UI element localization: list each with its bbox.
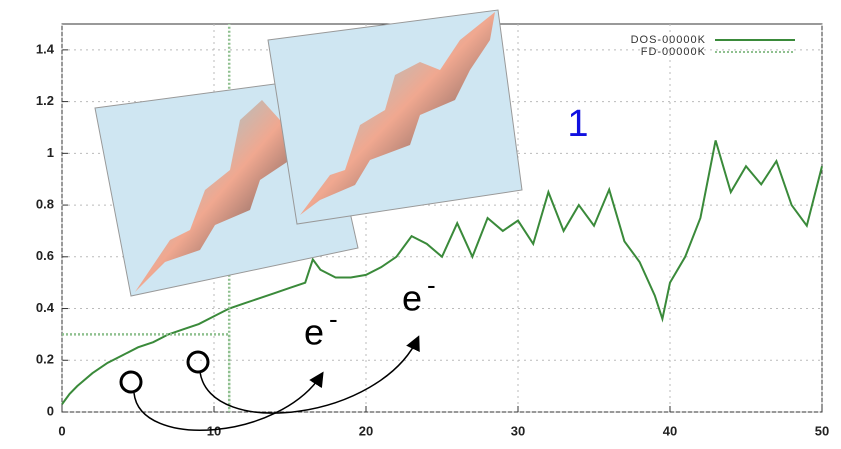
x-tick-label: 50 <box>815 423 829 438</box>
electron-circle <box>188 352 208 372</box>
x-tick-label: 10 <box>207 423 221 438</box>
annotation: e <box>402 278 422 319</box>
chart: 0 0.2 0.4 0.6 0.8 1 1.2 1.4 0 10 20 30 40 50 DOS-00000… <box>0 0 841 444</box>
legend-label: FD-00000K <box>641 46 706 58</box>
annotation: e <box>304 312 324 353</box>
x-tick-label: 40 <box>663 423 677 438</box>
electron-diagram <box>121 338 418 430</box>
y-tick-label: 1.4 <box>36 41 55 56</box>
y-tick-label: 0.8 <box>36 197 54 212</box>
annotation-sup: - <box>427 270 436 300</box>
y-tick-label: 0.2 <box>36 352 54 367</box>
x-tick-label: 20 <box>359 423 373 438</box>
inset-images <box>95 10 522 296</box>
y-tick-label: 1 <box>47 145 54 160</box>
y-tick-label: 0.6 <box>36 248 54 263</box>
y-tick-label: 0 <box>47 403 54 418</box>
annotation: 1 <box>567 103 588 145</box>
annotation-sup: - <box>329 304 338 334</box>
y-tick-label: 0.4 <box>36 300 55 315</box>
x-tick-label: 30 <box>511 423 525 438</box>
arrow <box>134 374 322 430</box>
y-tick-label: 1.2 <box>36 93 54 108</box>
electron-circle <box>121 372 141 392</box>
x-tick-label: 0 <box>58 423 65 438</box>
legend-label: DOS-00000K <box>631 34 706 46</box>
